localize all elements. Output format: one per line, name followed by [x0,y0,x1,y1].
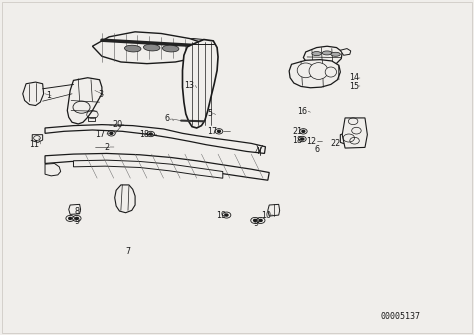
Circle shape [254,219,256,221]
Text: 20: 20 [112,120,122,129]
Circle shape [218,130,220,132]
Circle shape [301,138,304,140]
Polygon shape [32,135,43,142]
Text: 9: 9 [253,219,258,228]
Ellipse shape [125,45,141,52]
Text: 5: 5 [207,109,212,118]
Circle shape [259,219,262,221]
Ellipse shape [322,51,332,55]
Text: 2: 2 [104,143,109,152]
Polygon shape [69,204,81,214]
Text: 19: 19 [217,211,227,219]
Polygon shape [303,46,342,67]
Text: 1: 1 [46,91,51,100]
Ellipse shape [312,52,321,56]
Polygon shape [67,78,102,124]
Ellipse shape [325,67,337,77]
Text: 6: 6 [314,145,319,153]
Polygon shape [92,32,209,64]
Text: 12: 12 [307,137,317,146]
Circle shape [69,217,72,219]
Text: 21: 21 [292,127,302,136]
Text: 18: 18 [139,130,149,138]
Polygon shape [340,49,351,55]
Ellipse shape [297,63,314,78]
Polygon shape [45,125,265,153]
Polygon shape [45,163,61,176]
Text: 22: 22 [330,139,340,148]
Text: 00005137: 00005137 [381,312,420,321]
Polygon shape [268,204,280,216]
Ellipse shape [331,52,340,56]
Text: 7: 7 [126,248,130,256]
Text: 6: 6 [164,115,170,123]
Text: 16: 16 [297,107,307,116]
Circle shape [302,130,305,132]
Ellipse shape [163,45,179,52]
Text: 10: 10 [261,211,271,219]
Ellipse shape [309,63,328,79]
Circle shape [110,132,113,134]
Polygon shape [289,60,340,88]
Text: 18: 18 [292,136,302,144]
Text: 3: 3 [98,90,103,99]
Text: 17: 17 [207,127,217,136]
Text: 8: 8 [74,207,80,216]
Polygon shape [45,153,269,180]
Text: 14: 14 [349,73,359,82]
Text: 11: 11 [29,140,39,148]
Polygon shape [23,82,44,106]
Text: 13: 13 [184,81,194,90]
Text: 17: 17 [95,130,105,138]
Circle shape [149,133,152,135]
Circle shape [75,217,78,219]
Text: 15: 15 [349,82,359,91]
Ellipse shape [144,44,160,51]
Circle shape [225,214,228,216]
Polygon shape [115,185,135,213]
Polygon shape [88,117,95,121]
Polygon shape [180,39,209,48]
Text: 9: 9 [74,217,80,225]
Polygon shape [182,40,218,128]
Polygon shape [340,131,359,145]
Polygon shape [73,160,223,178]
Text: 4: 4 [255,147,260,156]
Polygon shape [342,118,367,148]
